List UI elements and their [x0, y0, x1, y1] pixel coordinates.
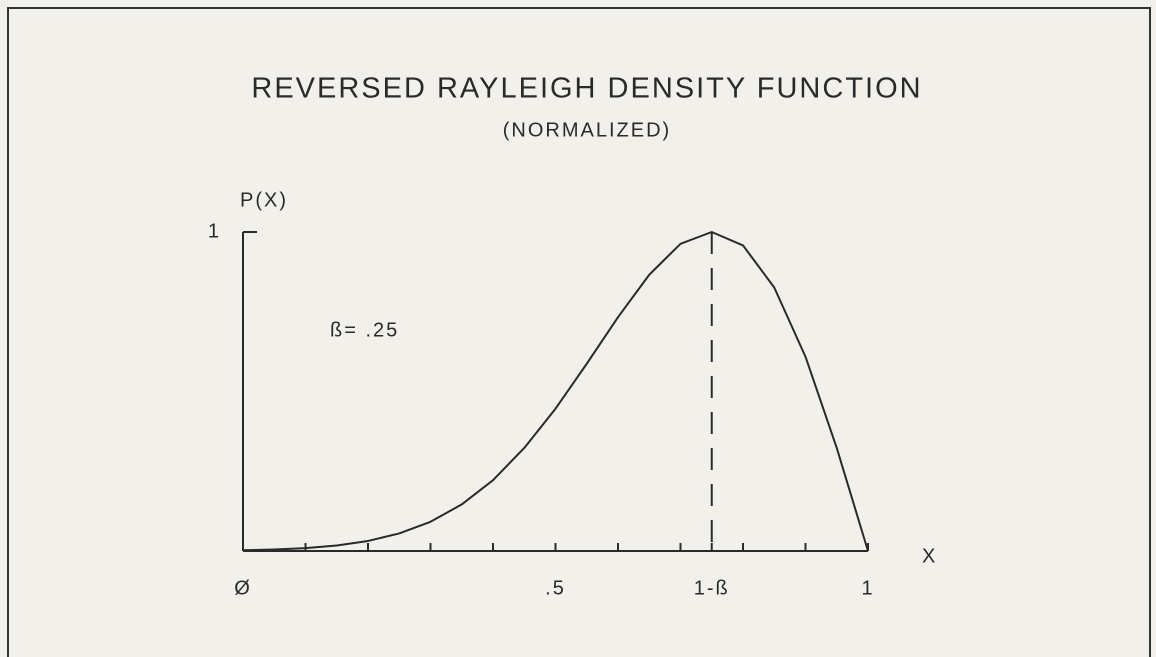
x-tick-label: .5 — [545, 577, 566, 599]
y-tick-label: 1 — [208, 220, 221, 242]
chart-title: REVERSED RAYLEIGH DENSITY FUNCTION — [251, 73, 922, 105]
chart-subtitle: (NORMALIZED) — [503, 119, 671, 141]
y-axis-label: P(X) — [240, 189, 288, 211]
x-tick-label: Ø — [234, 577, 252, 599]
x-axis-label: X — [922, 545, 937, 567]
x-tick-label: 1-ß — [694, 577, 730, 599]
x-tick-label: 1 — [861, 577, 874, 599]
frame — [7, 7, 1151, 657]
annotation: ß= .25 — [330, 319, 399, 341]
density-curve — [242, 231, 869, 552]
